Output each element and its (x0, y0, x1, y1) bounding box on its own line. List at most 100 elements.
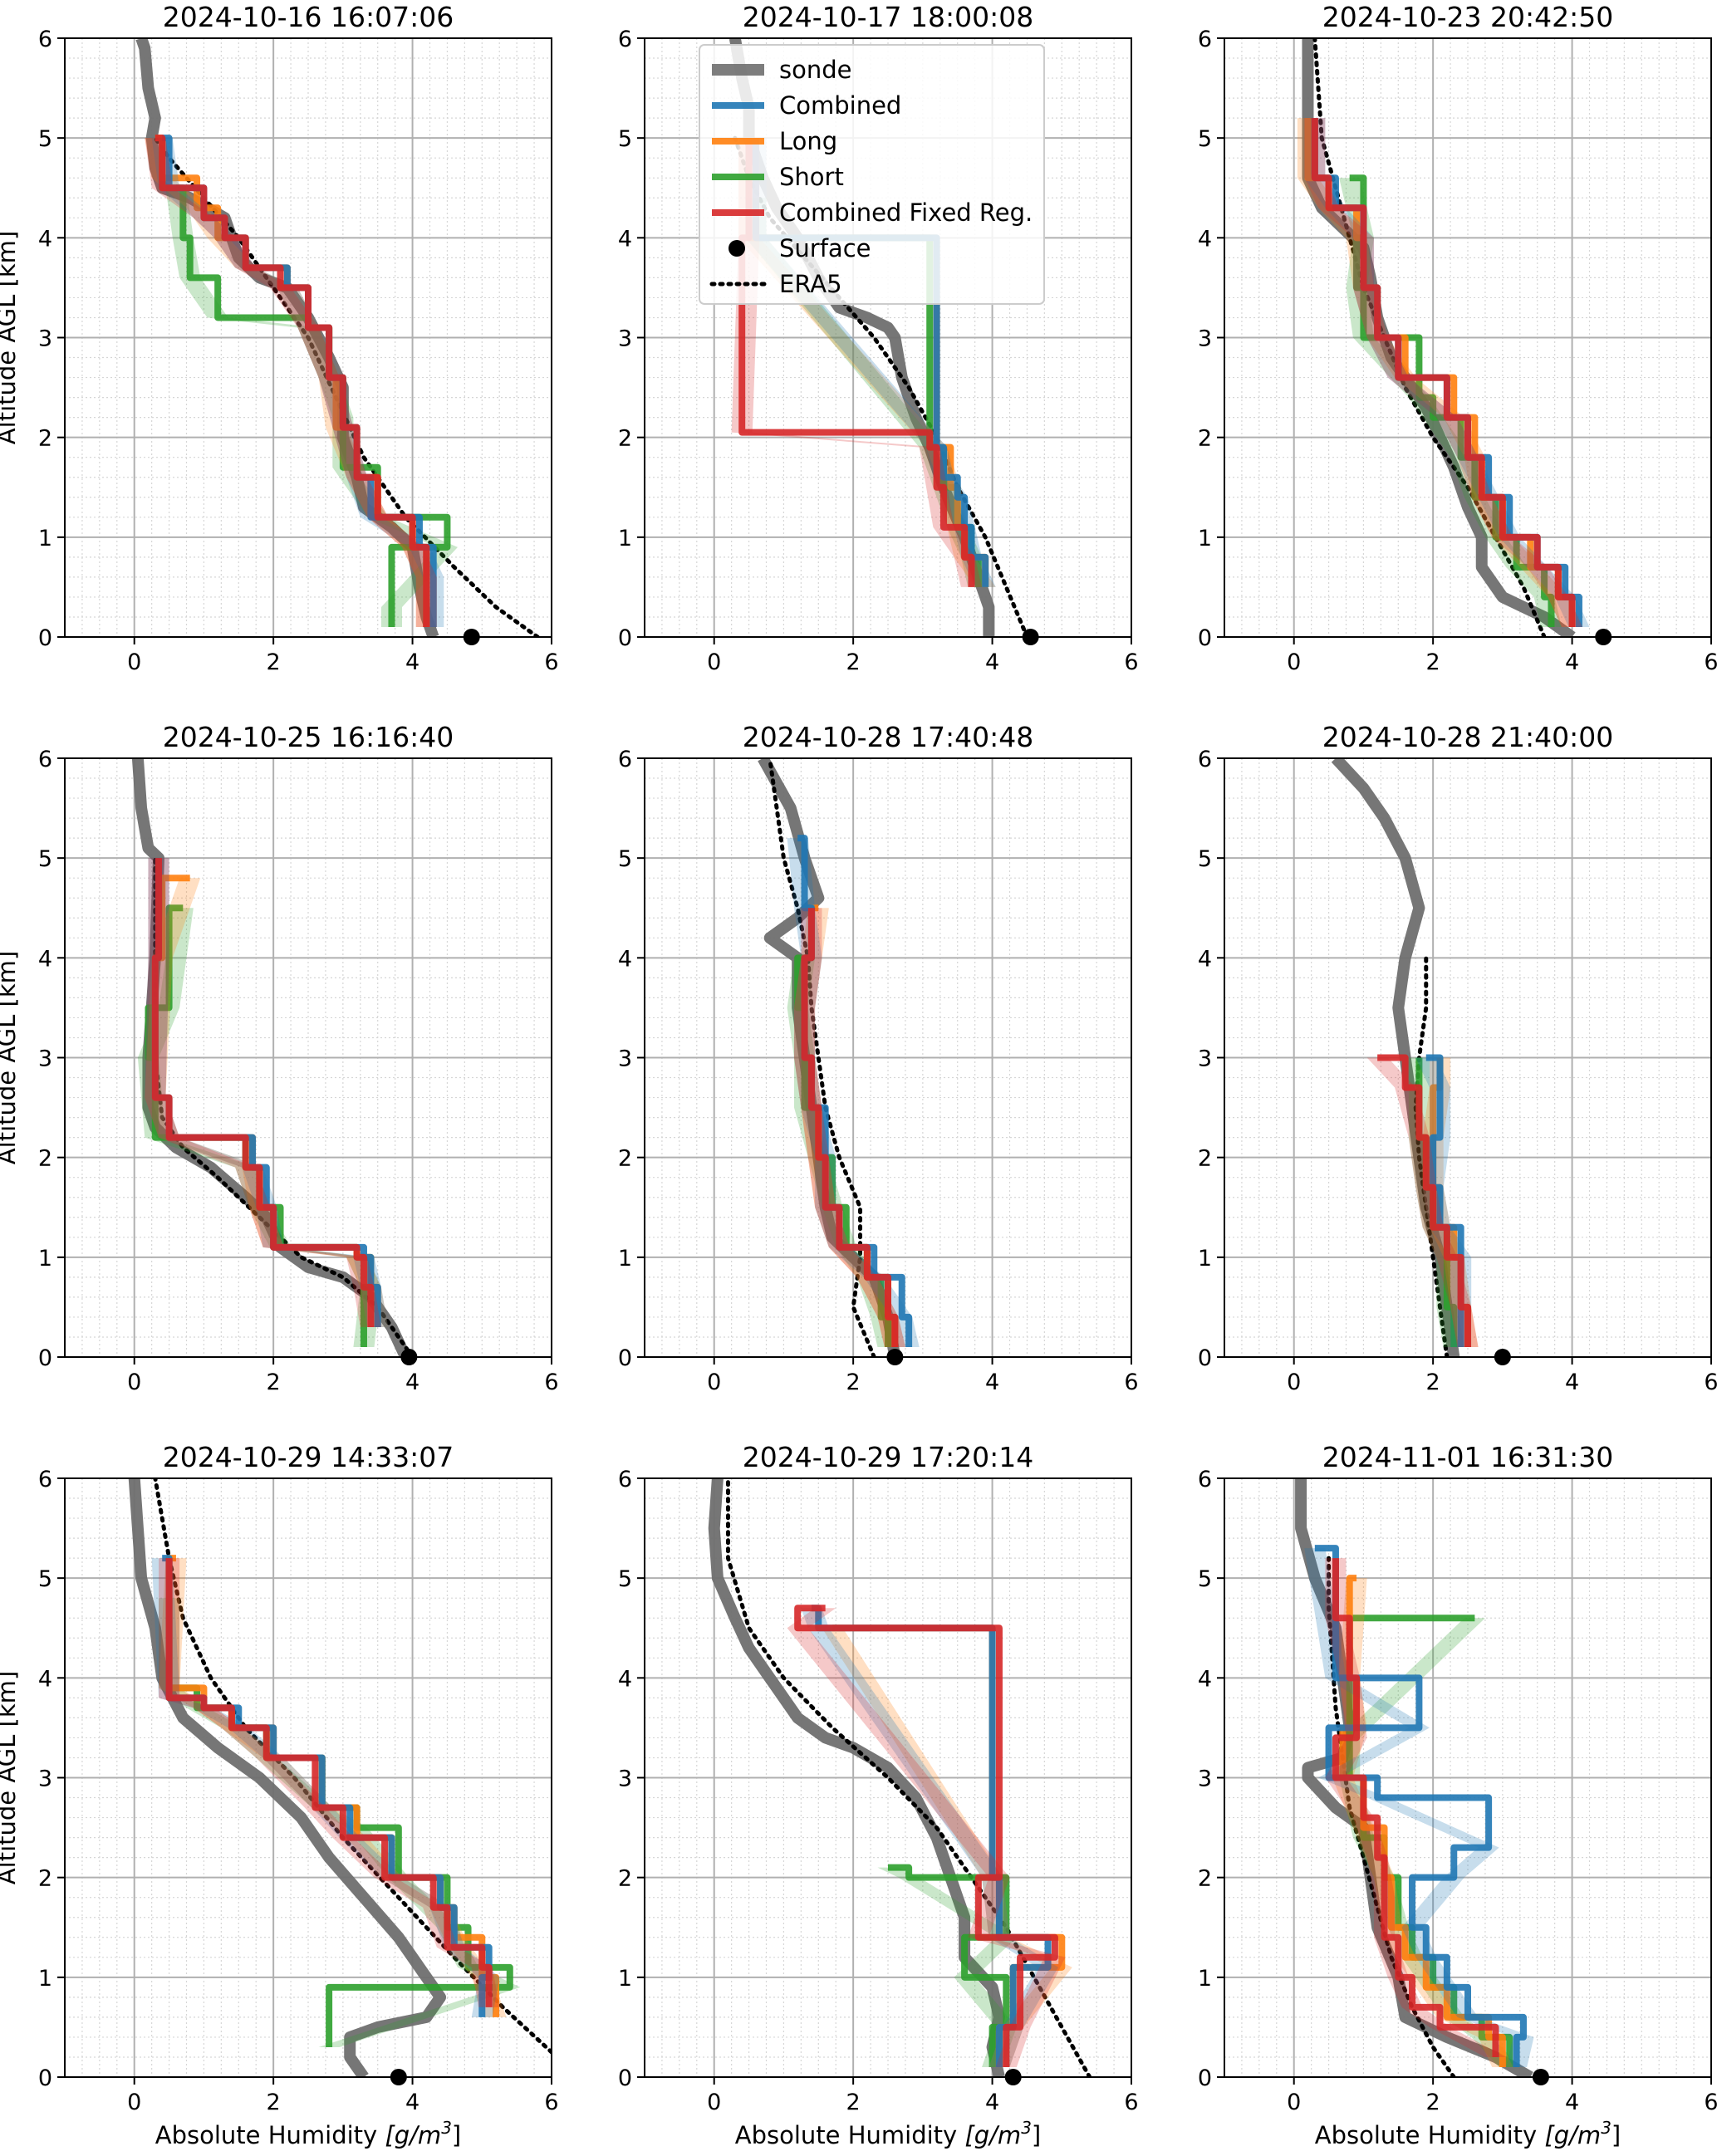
y-tick-label: 0 (1198, 2065, 1212, 2091)
band-combined (745, 138, 996, 587)
x-tick-label: 6 (544, 1370, 558, 1395)
y-tick-label: 6 (38, 747, 52, 772)
y-tick-label: 0 (618, 625, 632, 651)
y-tick-label: 3 (1198, 326, 1212, 352)
y-tick-label: 2 (38, 1866, 52, 1892)
panel-2: 0 2 4 6 0 1 2 3 4 5 6 2024-10-17 18:00:08 sonde Combi… (618, 1, 1139, 675)
x-tick-label: 6 (1704, 649, 1717, 675)
series-sonde (708, 1478, 1005, 2077)
panel-title: 2024-10-29 14:33:07 (163, 1441, 454, 1473)
series-group (131, 758, 415, 1357)
band-fixed (159, 1558, 500, 2007)
series-sonde (128, 1478, 447, 2077)
y-tick-label: 2 (38, 426, 52, 452)
band-fixed (1304, 118, 1583, 627)
x-axis-label: Absolute Humidity [g/m3] (1315, 2118, 1621, 2149)
x-tick-label: 4 (405, 1370, 419, 1395)
panel-title: 2024-11-01 16:31:30 (1322, 1441, 1613, 1473)
y-tick-label: 1 (38, 1246, 52, 1272)
y-tick-label: 1 (1198, 526, 1212, 551)
x-tick-label: 6 (1124, 1370, 1138, 1395)
y-tick-label: 1 (1198, 1966, 1212, 1992)
x-tick-label: 0 (127, 1370, 141, 1395)
y-tick-label: 0 (618, 1345, 632, 1371)
series-fixed (1311, 118, 1576, 627)
x-tick-label: 0 (127, 2090, 141, 2115)
x-tick-label: 6 (544, 649, 558, 675)
y-tick-label: 5 (1198, 126, 1212, 152)
series-combined (1314, 1545, 1527, 2067)
series-group (135, 38, 540, 637)
y-tick-label: 6 (38, 1467, 52, 1492)
x-tick-label: 4 (405, 649, 419, 675)
series-group (1331, 758, 1479, 1357)
y-tick-label: 5 (1198, 846, 1212, 872)
series-group (708, 1478, 1092, 2077)
band-short (159, 1598, 521, 2047)
y-tick-label: 6 (618, 1467, 632, 1492)
panel-title: 2024-10-28 21:40:00 (1322, 721, 1613, 753)
panel-title: 2024-10-29 17:20:14 (743, 1441, 1033, 1473)
y-tick-label: 3 (1198, 1046, 1212, 1072)
panel-5: 0 2 4 6 0 1 2 3 4 5 6 2024-10-28 17:40:48 (618, 721, 1139, 1395)
y-tick-label: 5 (38, 1566, 52, 1592)
band-short (877, 1867, 1017, 2067)
x-tick-label: 0 (1287, 2090, 1301, 2115)
series-fixed (165, 1558, 493, 2007)
series-era5 (1327, 1556, 1456, 2077)
panel-7: 0 2 4 6 0 1 2 3 4 5 6 2024-10-29 14:33:07 Altitude A… (0, 1441, 559, 2149)
band-combined (1415, 1057, 1472, 1347)
y-tick-label: 5 (38, 846, 52, 872)
y-tick-label: 1 (38, 1966, 52, 1992)
panel-9: 0 2 4 6 0 1 2 3 4 5 6 2024-11-01 16:31:30 Absolute H… (1198, 1441, 1717, 2149)
series-sonde (135, 38, 439, 637)
series-fixed (1332, 1558, 1499, 2057)
x-tick-label: 0 (707, 2090, 721, 2115)
x-tick-label: 2 (1426, 649, 1440, 675)
x-tick-label: 0 (1287, 649, 1301, 675)
x-tick-label: 4 (985, 649, 999, 675)
band-combined (801, 1608, 1059, 2067)
x-tick-label: 4 (985, 1370, 999, 1395)
x-tick-label: 2 (846, 649, 861, 675)
y-tick-label: 0 (1198, 625, 1212, 651)
x-tick-label: 2 (1426, 1370, 1440, 1395)
y-tick-label: 1 (618, 1246, 632, 1272)
band-fixed (145, 858, 381, 1327)
band-long (145, 138, 437, 627)
legend-label: Short (779, 163, 844, 191)
y-tick-label: 5 (618, 1566, 632, 1592)
y-tick-label: 4 (618, 946, 632, 972)
x-axis-label: Absolute Humidity [g/m3] (155, 2118, 462, 2149)
y-tick-label: 5 (618, 846, 632, 872)
panel-title: 2024-10-17 18:00:08 (743, 1, 1033, 33)
series-era5 (153, 1478, 552, 2055)
series-sonde (1295, 1478, 1533, 2077)
x-tick-label: 4 (1565, 1370, 1579, 1395)
x-tick-label: 0 (707, 649, 721, 675)
y-tick-label: 2 (618, 1146, 632, 1172)
y-tick-label: 1 (1198, 1246, 1212, 1272)
band-combined (1304, 1548, 1534, 2067)
series-short (175, 184, 451, 627)
x-tick-label: 6 (544, 2090, 558, 2115)
x-tick-label: 4 (985, 2090, 999, 2115)
major-grid (65, 757, 552, 1358)
y-tick-label: 2 (618, 1866, 632, 1892)
legend-label: sonde (779, 56, 851, 84)
y-tick-label: 3 (618, 1766, 632, 1792)
series-group (128, 1478, 552, 2077)
x-tick-label: 0 (1287, 1370, 1301, 1395)
band-fixed (145, 138, 437, 627)
panel-4: 0 2 4 6 0 1 2 3 4 5 6 2024-10-25 16:16:40 Altitude A… (0, 721, 559, 1395)
legend-label: Combined Fixed Reg. (779, 198, 1033, 227)
series-era5 (768, 758, 876, 1357)
legend-swatch (728, 240, 745, 257)
series-era5 (725, 1478, 1092, 2077)
legend-label: Surface (779, 234, 871, 262)
legend-label: ERA5 (779, 270, 842, 298)
x-axis-label: Absolute Humidity [g/m3] (735, 2118, 1042, 2149)
band-short (1408, 1057, 1464, 1347)
series-sonde (1331, 758, 1460, 1357)
